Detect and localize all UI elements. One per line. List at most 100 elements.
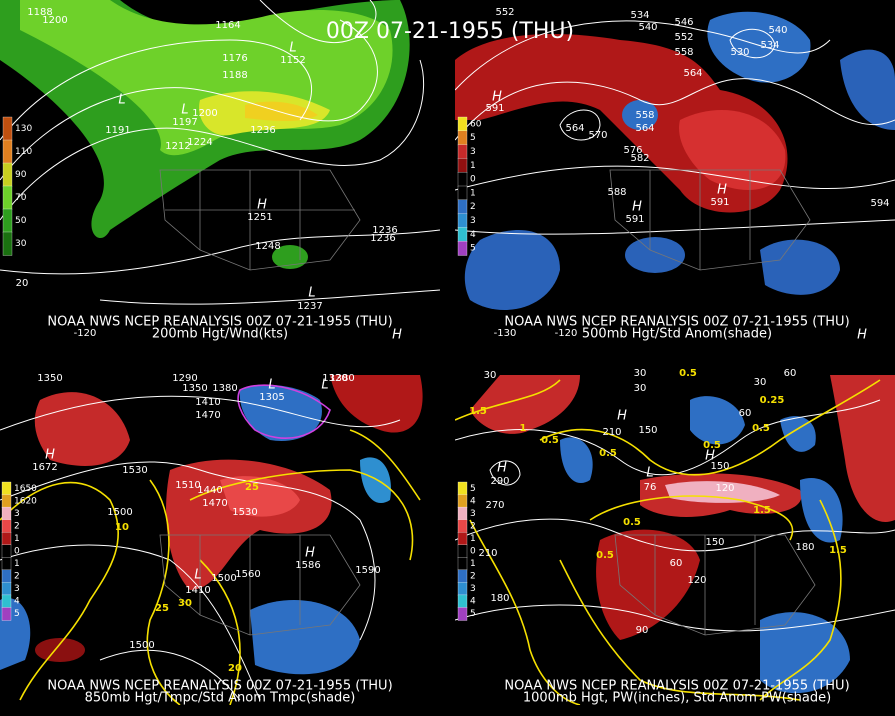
contour-label: H <box>497 461 507 476</box>
legend-swatch <box>1 519 12 533</box>
legend-label: 130 <box>15 124 32 134</box>
contour <box>729 28 776 59</box>
contour-label: 1188 <box>27 7 52 18</box>
contour-label: L <box>181 103 188 118</box>
contour-label: 0.25 <box>760 395 785 406</box>
legend-swatch <box>1 532 12 546</box>
contour-label: 591 <box>625 214 644 225</box>
legend-swatch <box>2 208 13 233</box>
contour-label: H <box>305 546 315 561</box>
source-label: NOAA NWS NCEP REANALYSIS 00Z 07-21-1955 … <box>504 315 849 330</box>
legend-swatch <box>1 594 12 609</box>
legend-swatch <box>457 172 468 187</box>
legend-label: 1 <box>14 534 20 544</box>
anomaly-shade <box>464 230 560 310</box>
anomaly-shade <box>360 457 391 504</box>
legend-swatch <box>457 582 468 596</box>
legend-label: 3 <box>470 509 476 519</box>
anomaly-shade <box>625 237 685 273</box>
legend-swatch <box>1 557 12 571</box>
legend-label: 0 <box>14 547 20 557</box>
contour-label: H <box>632 200 642 215</box>
isotherm <box>349 429 421 501</box>
contour-label: 540 <box>638 22 657 33</box>
contour-label: 1530 <box>232 507 257 518</box>
legend-label: 1 <box>470 188 476 198</box>
contour-label: 1320 <box>322 373 347 384</box>
anomaly-shade <box>760 612 850 694</box>
anomaly-shade <box>330 375 423 433</box>
caption: 200mb Hgt/Wnd(kts) <box>152 327 288 342</box>
borders <box>159 534 361 636</box>
panel-200mb <box>0 0 440 305</box>
legend-label: 5 <box>470 484 476 494</box>
legend-swatch <box>457 519 468 533</box>
contour <box>489 460 521 486</box>
source-label: NOAA NWS NCEP REANALYSIS 00Z 07-21-1955 … <box>504 679 849 694</box>
anomaly-shade <box>830 375 895 522</box>
source-label: NOAA NWS NCEP REANALYSIS 00Z 07-21-1955 … <box>47 315 392 330</box>
panel-850mb <box>0 375 423 705</box>
legend-label: 3 <box>470 147 476 157</box>
contour-label: 25 <box>155 603 169 614</box>
pw-contour <box>559 559 801 701</box>
legend-label: 90 <box>15 170 27 180</box>
contour-label: L <box>118 93 125 108</box>
legend-swatch <box>2 185 13 210</box>
contour-label: 1470 <box>202 498 227 509</box>
contour-label: 540 <box>768 25 787 36</box>
anomaly-shade <box>665 481 780 503</box>
legend-swatch <box>457 494 468 508</box>
legend-swatch <box>457 144 468 160</box>
contour-label: 1350 <box>37 373 62 384</box>
legend-label: 4 <box>470 496 476 506</box>
contour-label: 30 <box>634 383 647 394</box>
pw-contour <box>469 519 581 705</box>
contour-label: 0.5 <box>596 550 614 561</box>
legend-swatch <box>457 199 468 215</box>
caption: 1000mb Hgt, PW(inches), Std Anom PW(shad… <box>523 691 831 706</box>
legend-swatch <box>2 162 13 187</box>
legend-label: 2 <box>470 572 476 582</box>
anomaly-shade <box>35 638 85 662</box>
contour-label: 1500 <box>211 573 236 584</box>
contour <box>259 0 377 44</box>
contour-label: L <box>646 466 653 481</box>
contour-label: 1200 <box>42 15 67 26</box>
contour-label: 1176 <box>222 53 247 64</box>
contour-label: 1212 <box>165 141 190 152</box>
pw-contour <box>539 379 881 476</box>
contour-label: 1305 <box>259 392 284 403</box>
contour-label: 1510 <box>175 480 200 491</box>
contour <box>0 544 261 701</box>
contour-label: 1236 <box>250 125 275 136</box>
contour-label: 30 <box>178 598 192 609</box>
contour <box>0 395 401 431</box>
contour-label: 150 <box>710 461 729 472</box>
isotherm-cold <box>237 384 331 439</box>
contour-label: 0.5 <box>679 368 697 379</box>
legend-swatch <box>457 544 468 558</box>
legend-swatch <box>457 557 468 571</box>
contour-label: 1 <box>520 423 527 434</box>
contour-label: 1224 <box>187 137 212 148</box>
anomaly-shade <box>622 100 658 130</box>
legend-label: 0 <box>470 547 476 557</box>
contour-label: -130 <box>494 328 517 339</box>
contour-label: H <box>45 448 55 463</box>
contour <box>0 59 425 221</box>
legend-swatch <box>2 139 13 164</box>
contour <box>455 78 895 141</box>
legend-label: 1 <box>470 559 476 569</box>
contour-label: 1530 <box>122 465 147 476</box>
legend-swatch <box>1 569 12 584</box>
contour-label: H <box>257 198 267 213</box>
anomaly-shade <box>707 11 811 83</box>
caption: 500mb Hgt/Std Anom(shade) <box>582 327 772 342</box>
legend-label: 2 <box>14 572 20 582</box>
pw-contour <box>759 499 842 701</box>
contour <box>455 20 831 91</box>
contour <box>0 19 378 181</box>
contour-label: 1500 <box>129 640 154 651</box>
pw-contour <box>589 495 794 541</box>
